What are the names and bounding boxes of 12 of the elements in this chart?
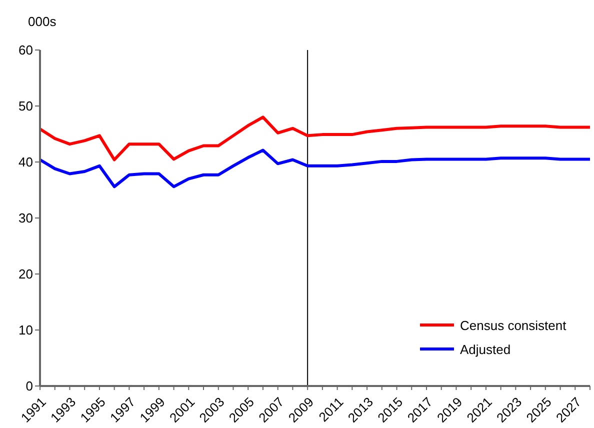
y-tick-label: 0	[26, 378, 33, 394]
legend-label: Census consistent	[460, 318, 566, 332]
line-series	[38, 116, 592, 162]
legend-label: Adjusted	[460, 342, 511, 356]
y-tick-label: 30	[18, 210, 33, 226]
y-tick-label: 60	[18, 42, 33, 58]
y-axis-title: 000s	[28, 14, 56, 29]
y-tick-label: 40	[18, 154, 33, 170]
y-tick-label: 50	[18, 98, 33, 114]
y-tick-label: 20	[18, 266, 33, 282]
y-tick-label: 10	[18, 322, 33, 338]
line-series	[38, 148, 592, 188]
